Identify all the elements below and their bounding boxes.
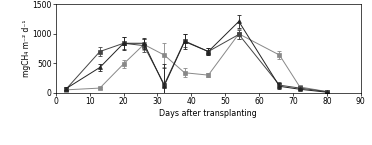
Y-axis label: mgCH₄ m⁻² d⁻¹: mgCH₄ m⁻² d⁻¹ <box>22 20 31 77</box>
X-axis label: Days after transplanting: Days after transplanting <box>160 109 257 118</box>
